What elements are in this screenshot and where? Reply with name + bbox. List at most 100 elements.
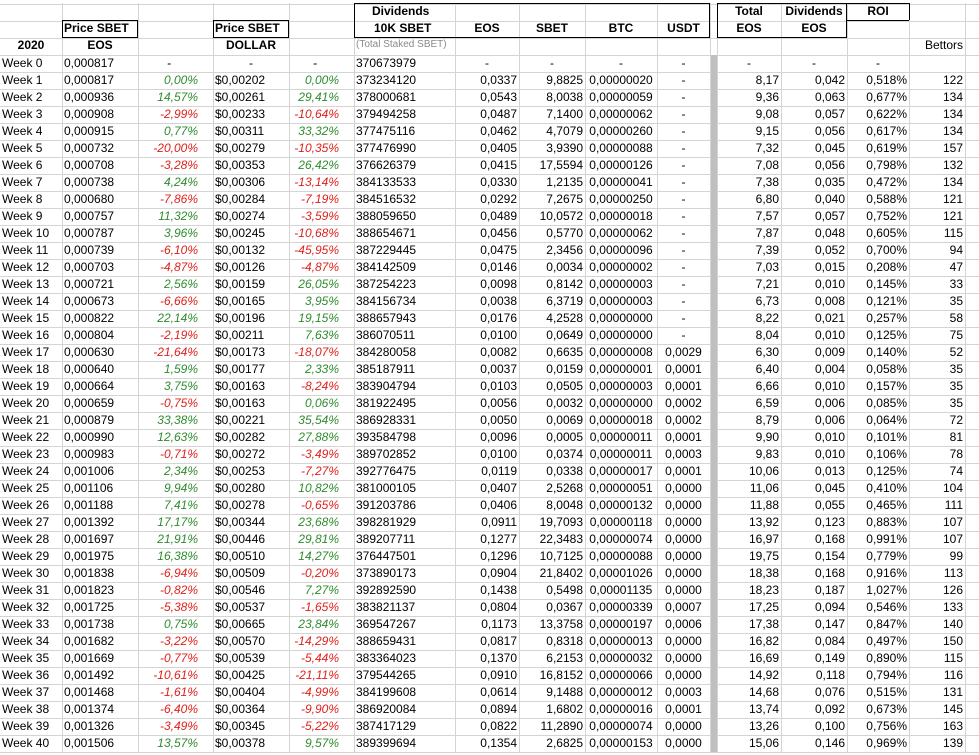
roi-cell[interactable]: 0,518%	[866, 73, 907, 87]
price-eos-cell[interactable]: 0,000757	[64, 209, 115, 223]
roi-cell[interactable]: 0,465%	[866, 498, 907, 512]
price-eos-cell[interactable]: 0,000822	[64, 311, 115, 325]
bettors-cell[interactable]: 131	[942, 685, 963, 699]
price-eos-cell[interactable]: 0,000983	[64, 447, 115, 461]
dividends-eos-cell[interactable]: 0,021	[814, 311, 845, 325]
dividend-usdt-cell[interactable]: -	[681, 243, 686, 257]
total-staked-cell[interactable]: 386920084	[356, 702, 417, 716]
price-eos-cell[interactable]: 0,000664	[64, 379, 115, 393]
dividend-usdt-cell[interactable]: 0,0000	[665, 532, 702, 546]
dividend-btc-cell[interactable]: 0,00000018	[589, 413, 653, 427]
price-eos-change-cell[interactable]: -6,10%	[159, 243, 198, 257]
week-label[interactable]: Week 30	[2, 566, 50, 580]
price-eos-change-cell[interactable]: 2,34%	[163, 464, 198, 478]
week-label[interactable]: Week 31	[2, 583, 50, 597]
price-usd-cell[interactable]: $0,00539	[215, 651, 266, 665]
bettors-cell[interactable]: 107	[942, 515, 963, 529]
total-eos-cell[interactable]: 13,26	[748, 719, 779, 733]
dividends-eos-cell[interactable]: 0,010	[814, 328, 845, 342]
price-eos-cell[interactable]: 0,000680	[64, 192, 115, 206]
roi-cell[interactable]: 0,546%	[866, 600, 907, 614]
total-eos-cell[interactable]: 13,74	[748, 702, 779, 716]
dividend-eos-cell[interactable]: 0,1354	[480, 736, 517, 750]
dividend-eos-cell[interactable]: 0,0096	[480, 430, 517, 444]
price-eos-cell[interactable]: 0,000659	[64, 396, 115, 410]
week-label[interactable]: Week 37	[2, 685, 50, 699]
price-eos-change-cell[interactable]: -3,28%	[159, 158, 198, 172]
dividend-sbet-cell[interactable]: 6,3719	[546, 294, 583, 308]
roi-cell[interactable]: 0,779%	[866, 549, 907, 563]
dividend-btc-cell[interactable]: -	[619, 56, 623, 70]
dividend-btc-cell[interactable]: 0,00000003	[589, 294, 653, 308]
roi-cell[interactable]: 0,410%	[866, 481, 907, 495]
week-label[interactable]: Week 14	[2, 294, 50, 308]
price-usd-change-cell[interactable]: -4,99%	[300, 685, 339, 699]
price-usd-change-cell[interactable]: -	[313, 56, 317, 70]
week-label[interactable]: Week 27	[2, 515, 50, 529]
roi-cell[interactable]: 0,677%	[866, 90, 907, 104]
dividend-btc-cell[interactable]: 0,00000003	[589, 277, 653, 291]
roi-cell[interactable]: 0,991%	[866, 532, 907, 546]
total-eos-cell[interactable]: 7,08	[755, 158, 779, 172]
bettors-cell[interactable]	[909, 55, 965, 72]
total-staked-cell[interactable]: 381922495	[356, 396, 417, 410]
dividend-usdt-cell[interactable]: 0,0000	[665, 736, 702, 750]
week-label[interactable]: Week 1	[2, 73, 43, 87]
dividend-sbet-cell[interactable]: 0,6635	[546, 345, 583, 359]
price-usd-cell[interactable]: $0,00233	[215, 107, 266, 121]
price-usd-cell[interactable]: $0,00282	[215, 430, 266, 444]
dividend-usdt-cell[interactable]: 0,0000	[665, 498, 702, 512]
price-eos-cell[interactable]: 0,000817	[64, 73, 115, 87]
total-staked-cell[interactable]: 384156734	[356, 294, 417, 308]
price-usd-change-cell[interactable]: -1,65%	[300, 600, 339, 614]
price-usd-change-cell[interactable]: -14,29%	[294, 634, 339, 648]
bettors-cell[interactable]: 139	[942, 736, 963, 750]
dividend-usdt-cell[interactable]: -	[681, 56, 686, 70]
total-staked-cell[interactable]: 384199608	[356, 685, 417, 699]
price-usd-change-cell[interactable]: 7,27%	[304, 583, 339, 597]
dividend-usdt-cell[interactable]: -	[681, 107, 686, 121]
price-eos-cell[interactable]: 0,000640	[64, 362, 115, 376]
dividend-btc-cell[interactable]: 0,00000062	[589, 226, 653, 240]
dividends-eos-cell[interactable]: 0,015	[814, 260, 845, 274]
price-eos-cell[interactable]: 0,001669	[64, 651, 115, 665]
price-eos-cell[interactable]: 0,000990	[64, 430, 115, 444]
price-usd-change-cell[interactable]: 2,33%	[304, 362, 339, 376]
price-eos-change-cell[interactable]: -1,61%	[159, 685, 198, 699]
dividend-btc-cell[interactable]: 0,00000260	[589, 124, 653, 138]
total-staked-cell[interactable]: 377475116	[356, 124, 416, 138]
dividend-eos-cell[interactable]: 0,0487	[480, 107, 517, 121]
dividend-eos-cell[interactable]: 0,0543	[480, 90, 517, 104]
week-label[interactable]: Week 40	[2, 736, 50, 750]
week-label[interactable]: Week 3	[2, 107, 43, 121]
total-eos-cell[interactable]: 14,92	[748, 668, 779, 682]
price-eos-change-cell[interactable]: -3,49%	[159, 719, 198, 733]
dividend-eos-cell[interactable]: 0,0822	[480, 719, 517, 733]
price-eos-cell[interactable]: 0,001106	[64, 481, 114, 495]
dividend-usdt-cell[interactable]: -	[681, 260, 686, 274]
dividend-sbet-cell[interactable]: 22,3483	[539, 532, 583, 546]
roi-cell[interactable]: 0,145%	[866, 277, 907, 291]
week-label[interactable]: Week 5	[2, 141, 43, 155]
total-staked-cell[interactable]: 373890173	[356, 566, 417, 580]
dividend-eos-cell[interactable]: 0,0098	[480, 277, 517, 291]
price-usd-cell[interactable]: $0,00211	[215, 328, 265, 342]
bettors-cell[interactable]: 140	[942, 617, 963, 631]
price-usd-change-cell[interactable]: -7,27%	[300, 464, 339, 478]
dividend-btc-cell[interactable]: 0,00000088	[589, 549, 653, 563]
dividends-eos-cell[interactable]: 0,010	[814, 277, 845, 291]
dividend-sbet-cell[interactable]: 0,0649	[546, 328, 583, 342]
roi-cell[interactable]: 0,700%	[866, 243, 907, 257]
total-eos-cell[interactable]: 8,04	[755, 328, 779, 342]
dividend-usdt-cell[interactable]: 0,0003	[665, 447, 702, 461]
dividend-eos-cell[interactable]: 0,0038	[480, 294, 517, 308]
dividend-sbet-cell[interactable]: 0,8142	[546, 277, 583, 291]
price-usd-cell[interactable]: -	[249, 56, 253, 70]
bettors-cell[interactable]: 78	[949, 447, 963, 461]
dividend-usdt-cell[interactable]: 0,0007	[665, 600, 702, 614]
price-usd-change-cell[interactable]: 14,27%	[298, 549, 339, 563]
dividend-usdt-cell[interactable]: -	[681, 226, 686, 240]
dividend-sbet-cell[interactable]: 9,8825	[546, 73, 583, 87]
price-eos-change-cell[interactable]: -6,94%	[159, 566, 198, 580]
price-usd-change-cell[interactable]: 0,06%	[304, 396, 339, 410]
